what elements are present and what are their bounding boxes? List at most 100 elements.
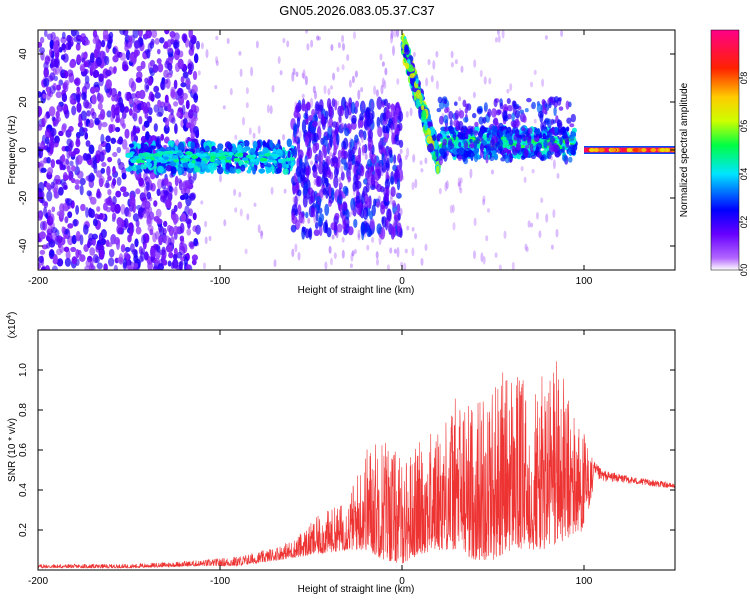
spectrogram-cell bbox=[107, 156, 113, 163]
spectrogram-cell bbox=[530, 222, 534, 228]
spectrogram-cell bbox=[174, 145, 178, 152]
spectrogram-cell bbox=[315, 155, 319, 161]
spectrogram-cell bbox=[204, 220, 208, 228]
spectrogram-cell bbox=[297, 251, 301, 261]
spectrogram-cell bbox=[59, 210, 65, 218]
snr-multiplier-exp: 4 bbox=[6, 315, 13, 319]
spectrogram-cell bbox=[75, 43, 81, 51]
spectrogram-cell bbox=[495, 109, 501, 116]
spectrogram-cell bbox=[150, 156, 155, 161]
spectrogram-cell bbox=[269, 105, 273, 115]
spectrogram-cell bbox=[152, 265, 159, 270]
spectrogram-cell bbox=[299, 167, 306, 182]
spectrogram-cell bbox=[290, 160, 295, 166]
spectrogram-cell bbox=[188, 208, 194, 217]
spectrogram-cell bbox=[117, 227, 124, 235]
spectrogram-cell bbox=[229, 166, 234, 174]
spectrogram-cell bbox=[180, 82, 187, 88]
spectrogram-cell bbox=[106, 199, 113, 206]
spectrogram-cell bbox=[233, 157, 241, 162]
spectrogram-cell bbox=[176, 251, 183, 259]
spectrogram-cell bbox=[220, 159, 226, 163]
spectrogram-cell bbox=[480, 150, 484, 159]
spectrogram-cell bbox=[437, 96, 443, 104]
spectrogram-cell bbox=[188, 48, 195, 56]
spectrogram-cell bbox=[357, 229, 361, 239]
spectrogram-cell bbox=[448, 110, 454, 120]
spectrogram-cell bbox=[381, 216, 387, 228]
spectrogram-cell bbox=[117, 158, 121, 166]
spectrogram-cell bbox=[44, 265, 51, 270]
spectrogram-cell bbox=[310, 97, 313, 109]
spectrogram-cell bbox=[354, 100, 360, 108]
spectrogram-cell bbox=[483, 76, 487, 85]
spectrogram-cell bbox=[499, 139, 503, 148]
spectrogram-cell bbox=[56, 258, 64, 267]
spectrogram-cell bbox=[357, 89, 361, 100]
y-tick-label: 40 bbox=[18, 48, 29, 60]
spectrogram-cell bbox=[210, 155, 216, 160]
spectrogram-cell bbox=[511, 145, 516, 151]
y-tick-label: 0.8 bbox=[18, 403, 29, 417]
spectrogram-cell bbox=[195, 142, 200, 150]
spectrogram-cell bbox=[356, 168, 361, 176]
spectrogram-cell bbox=[139, 37, 144, 46]
spectrogram-cell bbox=[520, 132, 526, 138]
spectrogram-cell bbox=[426, 135, 433, 144]
spectrogram-cell bbox=[185, 218, 192, 225]
spectrogram-cell bbox=[160, 159, 168, 164]
spectrogram-cell bbox=[38, 106, 43, 117]
spectrogram-cell bbox=[55, 84, 62, 91]
spectrogram-cell bbox=[385, 123, 390, 134]
spectrogram-cell bbox=[75, 205, 80, 215]
spectrogram-cell bbox=[249, 158, 256, 163]
spectrogram-cell bbox=[118, 253, 124, 263]
snr-multiplier-close: ) bbox=[7, 312, 18, 315]
spectrogram-cell bbox=[144, 156, 151, 160]
colorbar-tick-label: 0.6 bbox=[739, 120, 749, 133]
spectrogram-cell bbox=[94, 213, 99, 219]
spectrogram-cell bbox=[411, 226, 415, 232]
x-tick-label: 0 bbox=[399, 576, 405, 587]
spectrogram-cell bbox=[303, 182, 308, 197]
spectrogram-cell bbox=[43, 30, 48, 38]
spectrogram-cell bbox=[184, 151, 193, 155]
spectrogram-cell bbox=[188, 30, 193, 39]
spectrogram-cell bbox=[166, 150, 174, 155]
spectrogram-cell bbox=[69, 94, 75, 104]
spectrogram-cell bbox=[359, 112, 365, 122]
spectrogram-cell bbox=[47, 225, 54, 232]
spectrogram-cell bbox=[178, 179, 183, 191]
spectrogram-cell bbox=[494, 137, 499, 143]
spectrogram-cell bbox=[473, 217, 477, 227]
spectrogram-cell bbox=[191, 36, 197, 45]
spectrogram-cell bbox=[307, 146, 313, 160]
spectrogram-cell bbox=[399, 148, 403, 154]
spectrogram-cell bbox=[183, 158, 191, 162]
spectrogram-cell bbox=[547, 97, 554, 106]
spectrogram-cell bbox=[392, 45, 395, 56]
spectrogram-cell bbox=[248, 127, 252, 135]
spectrogram-cell bbox=[48, 106, 56, 117]
spectrogram-cell bbox=[498, 264, 502, 270]
spectrogram-cell bbox=[76, 38, 81, 45]
spectrogram-cell bbox=[341, 236, 345, 243]
spectrogram-cell bbox=[316, 197, 320, 205]
spectrogram-cell bbox=[156, 218, 163, 225]
spectrogram-cell bbox=[526, 97, 532, 103]
spectrogram-cell bbox=[100, 238, 107, 246]
spectrogram-cell bbox=[470, 152, 474, 162]
spectrogram-cell bbox=[347, 175, 352, 183]
spectrogram-cell bbox=[459, 187, 463, 194]
spectrogram-cell bbox=[330, 44, 334, 51]
spectrogram-cell bbox=[188, 241, 195, 248]
spectrogram-cell bbox=[209, 158, 216, 163]
spectrogram-cell bbox=[140, 159, 145, 164]
spectrogram-cell bbox=[197, 153, 205, 158]
spectrogram-cell bbox=[387, 264, 390, 270]
spectrogram-cell bbox=[486, 137, 491, 142]
spectrogram-cell bbox=[610, 148, 617, 152]
spectrogram-cell bbox=[167, 190, 173, 202]
spectrogram-cell bbox=[107, 175, 112, 181]
spectrogram-cell bbox=[113, 264, 118, 270]
